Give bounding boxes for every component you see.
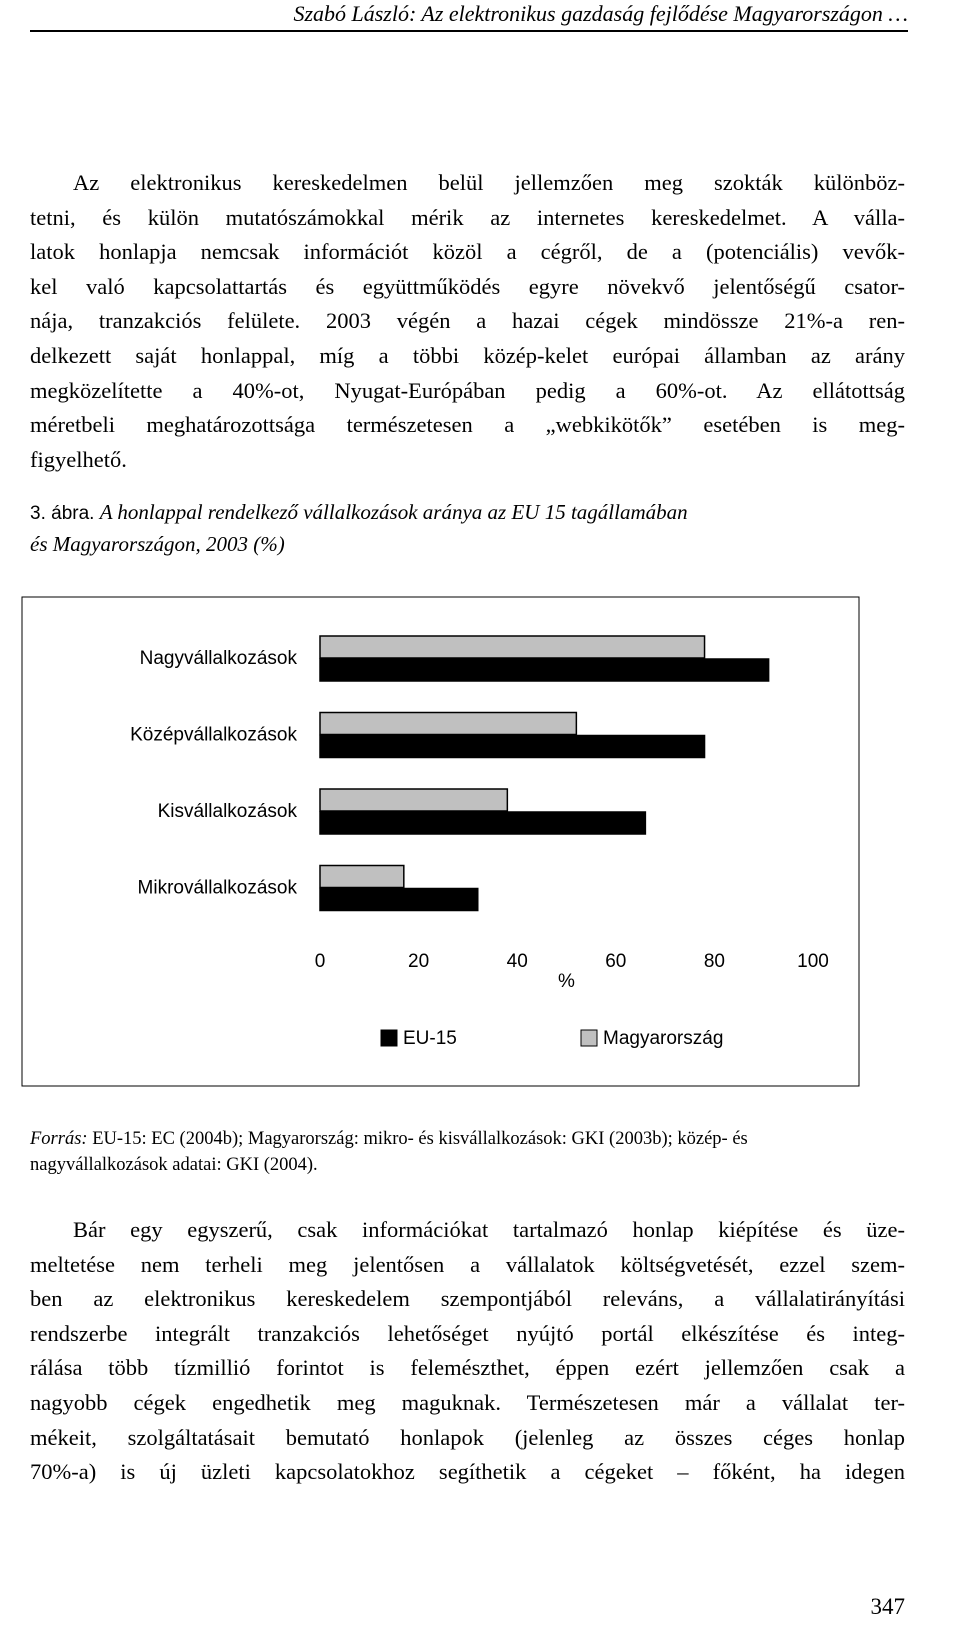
bar <box>319 788 509 812</box>
paragraph: Az elektronikus kereskedelmen belül jell… <box>30 166 905 477</box>
source-line: Forrás: EU-15: EC (2004b); Magyarország:… <box>30 1126 748 1152</box>
bar <box>319 734 706 759</box>
x-tick-label: 0 <box>315 951 326 972</box>
caption-text: A honlappal rendelkező vállalkozások ará… <box>99 500 688 524</box>
x-tick-label: 40 <box>507 951 528 972</box>
source-line: nagyvállalkozások adatai: GKI (2004). <box>30 1152 748 1178</box>
text-line: megközelítette a 40%-ot, Nyugat-Európába… <box>30 377 905 403</box>
source-label: Forrás: <box>30 1129 88 1149</box>
x-tick-label: 20 <box>408 951 429 972</box>
figure-caption: 3. ábra. A honlappal rendelkező vállalko… <box>30 497 688 560</box>
text-line: nagyobb cégek engedhetik meg maguknak. T… <box>30 1389 905 1415</box>
text-line: nája, tranzakciós felülete. 2003 végén a… <box>30 308 905 334</box>
bar <box>319 711 578 736</box>
legend-swatch <box>380 1029 398 1047</box>
text-line: méretbeli meghatározottsága természetese… <box>30 412 905 438</box>
legend-label: EU-15 <box>403 1028 457 1049</box>
source-note: Forrás: EU-15: EC (2004b); Magyarország:… <box>30 1126 748 1178</box>
y-tick-label: Középvállalkozások <box>130 725 297 746</box>
bar <box>319 811 647 835</box>
bar <box>319 635 706 659</box>
chart: 0 20 40 60 80 100% Nagyvállalkozások Középválla… <box>21 596 860 1087</box>
caption-line: 3. ábra. A honlappal rendelkező vállalko… <box>30 497 688 529</box>
y-tick-label: Mikrovállalkozások <box>138 878 298 899</box>
page-number: 347 <box>870 1594 906 1619</box>
text-line: mékeit, szolgáltatásait bemutató honlapo… <box>30 1424 905 1450</box>
text-line: figyelhető. <box>30 446 127 472</box>
paragraph: Bár egy egyszerű, csak információkat tar… <box>30 1213 905 1490</box>
text-line: rálása több tízmillió forintot is felemé… <box>30 1355 905 1381</box>
x-tick-label: 80 <box>704 951 725 972</box>
x-tick-label: 60 <box>605 951 626 972</box>
y-tick-label: Kisvállalkozások <box>158 801 298 822</box>
text-line: latok honlapja nemcsak információt közöl… <box>30 239 905 265</box>
text-line: kel való kapcsolattartás és együttműködé… <box>30 273 905 299</box>
y-tick-label: Nagyvállalkozások <box>140 648 298 669</box>
source-text: nagyvállalkozások adatai: GKI (2004). <box>30 1155 318 1175</box>
source-text: EU-15: EC (2004b); Magyarország: mikro- … <box>92 1129 748 1149</box>
text-line: meltetése nem terheli meg jelentősen a v… <box>30 1251 905 1277</box>
legend-label: Magyarország <box>603 1028 723 1049</box>
caption-text: és Magyarországon, 2003 (%) <box>30 532 285 556</box>
running-header: Szabó László: Az elektronikus gazdaság f… <box>30 0 908 32</box>
text-line: 70%-a) is új üzleti kapcsolatokhoz segít… <box>30 1459 905 1485</box>
bar <box>319 658 770 682</box>
text-line: Az elektronikus kereskedelmen belül jell… <box>73 170 905 195</box>
bar <box>319 887 479 912</box>
text-line: ben az elektronikus kereskedelem szempon… <box>30 1286 905 1312</box>
legend-swatch <box>580 1029 598 1047</box>
caption-line: és Magyarországon, 2003 (%) <box>30 529 688 560</box>
text-line: tetni, és külön mutatószámokkal mérik az… <box>30 204 905 230</box>
caption-label: 3. ábra. <box>30 503 95 524</box>
bar <box>319 864 405 889</box>
x-axis-label: % <box>558 971 575 992</box>
text-line: Bár egy egyszerű, csak információkat tar… <box>73 1217 905 1242</box>
x-tick-label: 100 <box>797 951 829 972</box>
text-line: rendszerbe integrált tranzakciós lehetős… <box>30 1320 905 1346</box>
text-line: delkezett saját honlappal, míg a többi k… <box>30 342 905 368</box>
